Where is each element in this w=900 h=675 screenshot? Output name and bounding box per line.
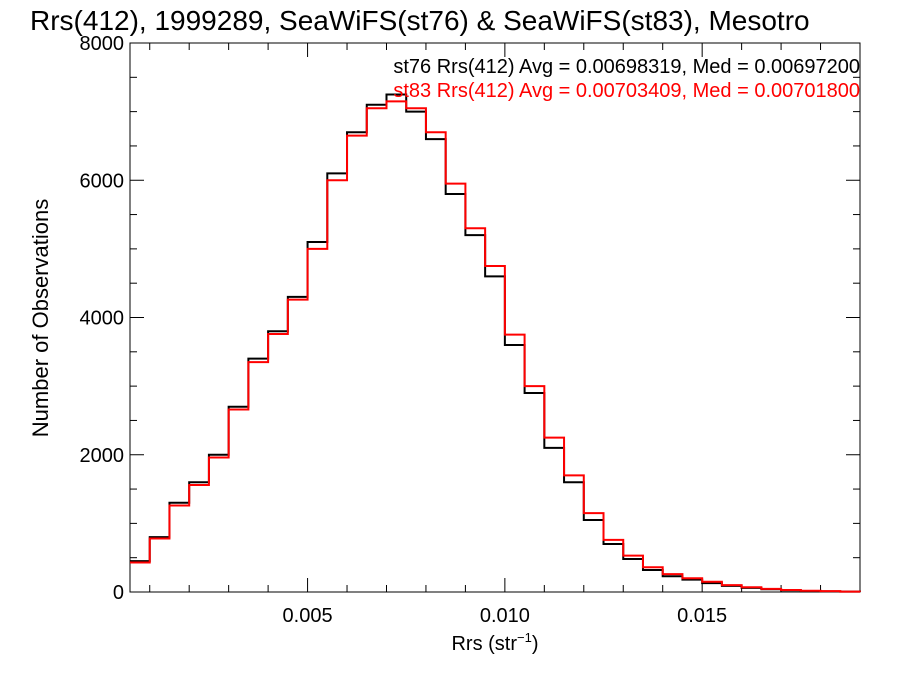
series-st83-line (130, 100, 861, 593)
x-axis-label-main: Rrs (str (451, 633, 517, 655)
chart-title: Rrs(412), 1999289, SeaWiFS(st76) & SeaWi… (30, 5, 810, 36)
legend-annotation-st83: st83 Rrs(412) Avg = 0.00703409, Med = 0.… (393, 80, 860, 102)
y-tick-label: 0 (113, 582, 124, 604)
x-axis-label: Rrs (str−1) (451, 630, 538, 655)
y-tick-label: 8000 (80, 33, 125, 55)
y-tick-label: 2000 (80, 445, 125, 467)
plot-area: 0.005 0.010 0.015 0 2000 4000 6000 8000 (80, 33, 861, 627)
y-tick-label: 4000 (80, 308, 125, 330)
x-tick-label: 0.005 (283, 605, 333, 627)
x-tick-label: 0.010 (480, 605, 530, 627)
series-st76-line (130, 93, 861, 593)
y-axis-label: Number of Observations (28, 199, 53, 437)
x-tick-label: 0.015 (677, 605, 727, 627)
legend-annotation-st76: st76 Rrs(412) Avg = 0.00698319, Med = 0.… (393, 56, 860, 78)
y-tick-label: 6000 (80, 170, 125, 192)
x-axis-label-close: ) (532, 633, 539, 655)
plot-frame (129, 42, 861, 593)
x-axis-label-superscript: −1 (517, 630, 532, 645)
